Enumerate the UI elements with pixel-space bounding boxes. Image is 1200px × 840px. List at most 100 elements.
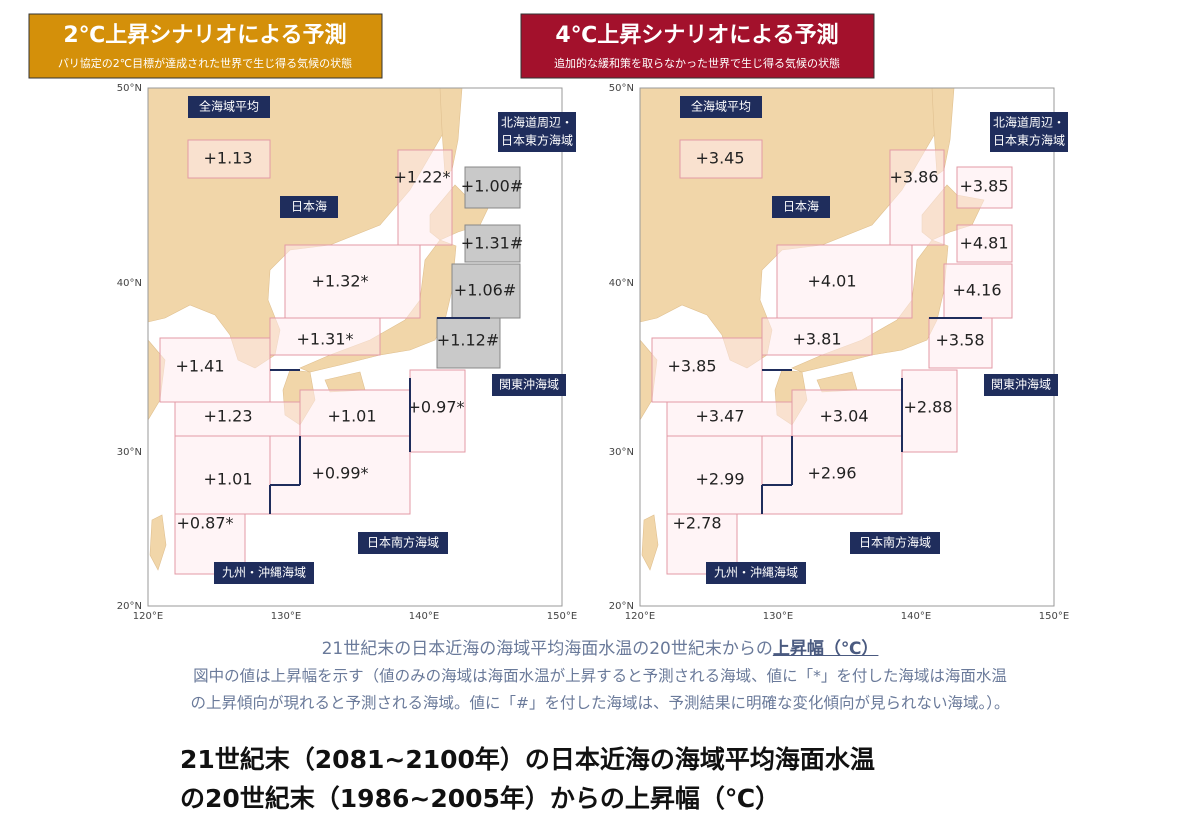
- region-value: +4.01: [807, 272, 856, 291]
- lon-label: 130°E: [763, 611, 793, 622]
- region-tag: [850, 532, 940, 554]
- region-name: 日本海: [291, 199, 327, 214]
- sea-region: [174, 435, 271, 515]
- region-tag: [990, 112, 1068, 152]
- sea-region: [464, 166, 521, 209]
- caption-note: の上昇傾向が現れると予測される海域。値に「#」を付した海域は、予測結果に明確な変…: [190, 694, 1010, 712]
- region-value: +2.99: [695, 470, 744, 489]
- region-value: +3.47: [695, 407, 744, 426]
- map-frame: [639, 87, 1055, 607]
- region-tag: [358, 532, 448, 554]
- caption-note: 図中の値は上昇幅を示す（値のみの海域は海面水温が上昇すると予測される海域、値に「…: [193, 667, 1007, 685]
- region-name: 関東沖海域: [991, 377, 1051, 392]
- sea-region: [269, 317, 381, 356]
- sea-region: [436, 317, 501, 369]
- region-value: +0.97*: [407, 398, 464, 417]
- lon-label: 120°E: [625, 611, 655, 622]
- sea-region: [284, 244, 421, 319]
- lon-label: 150°E: [547, 611, 577, 622]
- lon-label: 130°E: [271, 611, 301, 622]
- footer-title: 21世紀末（2081~2100年）の日本近海の海域平均海面水温: [180, 745, 875, 774]
- sea-region: [651, 337, 763, 403]
- region-value: +1.06#: [454, 281, 516, 300]
- region-name: 日本海: [783, 199, 819, 214]
- region-name: 日本南方海域: [859, 535, 931, 550]
- land-shape: [149, 514, 167, 571]
- header-banner: [520, 13, 875, 79]
- region-tag: [680, 96, 762, 118]
- footer-title: の20世紀末（1986~2005年）からの上昇幅（℃）: [180, 784, 781, 813]
- region-value: +3.45: [695, 149, 744, 168]
- lat-label: 50°N: [117, 83, 142, 94]
- region-value: +1.13: [203, 149, 252, 168]
- maps: 2℃上昇シナリオによる予測パリ協定の2℃目標が達成された世界で生じ得る気候の状態…: [28, 13, 1069, 622]
- region-value: +1.32*: [311, 272, 368, 291]
- region-value: +3.85: [667, 357, 716, 376]
- region-value: +1.01: [327, 407, 376, 426]
- lat-label: 30°N: [609, 447, 634, 458]
- region-value: +1.31#: [461, 234, 523, 253]
- sea-region: [761, 317, 873, 356]
- region-value: +1.12#: [437, 331, 499, 350]
- region-value: +4.16: [952, 281, 1001, 300]
- region-value: +1.22*: [393, 168, 450, 187]
- sea-region: [889, 149, 945, 246]
- region-name: 全海域平均: [691, 99, 751, 114]
- region-value: +3.85: [959, 177, 1008, 196]
- region-value: +2.88: [903, 398, 952, 417]
- region-value: +3.81: [792, 330, 841, 349]
- sea-region: [666, 401, 793, 437]
- lat-label: 20°N: [117, 601, 142, 612]
- map-panel: 2℃上昇シナリオによる予測パリ協定の2℃目標が達成された世界で生じ得る気候の状態…: [28, 13, 577, 622]
- caption-emphasis: 上昇幅（℃）: [772, 639, 879, 659]
- header-banner: [28, 13, 383, 79]
- region-value: +3.04: [819, 407, 868, 426]
- sea-region: [159, 337, 271, 403]
- sea-region: [464, 224, 521, 263]
- region-value: +1.41: [175, 357, 224, 376]
- header-title: 4℃上昇シナリオによる予測: [555, 23, 838, 48]
- sea-region: [679, 139, 763, 179]
- region-name: 北海道周辺・: [501, 115, 573, 130]
- region-tag: [706, 562, 806, 584]
- lon-label: 120°E: [133, 611, 163, 622]
- region-name: 全海域平均: [199, 99, 259, 114]
- region-name: 日本東方海域: [501, 133, 573, 148]
- region-value: +3.58: [935, 331, 984, 350]
- region-tag: [772, 196, 830, 218]
- sea-region: [928, 317, 993, 369]
- lat-label: 40°N: [609, 278, 634, 289]
- sea-region: [187, 139, 271, 179]
- sea-region: [791, 389, 903, 437]
- lat-label: 40°N: [117, 278, 142, 289]
- lon-label: 140°E: [901, 611, 931, 622]
- region-value: +0.99*: [311, 464, 368, 483]
- sea-region: [666, 435, 763, 515]
- lat-label: 30°N: [117, 447, 142, 458]
- sea-region: [397, 149, 453, 246]
- region-tag: [280, 196, 338, 218]
- sea-region: [776, 244, 913, 319]
- sea-region: [409, 369, 466, 453]
- sea-region: [451, 263, 521, 319]
- region-value: +1.00#: [461, 177, 523, 196]
- region-value: +2.78: [672, 514, 721, 533]
- region-name: 北海道周辺・: [993, 115, 1065, 130]
- land-shape: [641, 514, 659, 571]
- header-title: 2℃上昇シナリオによる予測: [63, 23, 346, 48]
- region-tag: [498, 112, 576, 152]
- region-name: 日本南方海域: [367, 535, 439, 550]
- sea-region: [956, 166, 1013, 209]
- lat-label: 50°N: [609, 83, 634, 94]
- region-value: +1.23: [203, 407, 252, 426]
- lon-label: 150°E: [1039, 611, 1069, 622]
- region-name: 関東沖海域: [499, 377, 559, 392]
- region-value: +2.96: [807, 464, 856, 483]
- sea-region: [299, 389, 411, 437]
- region-name: 九州・沖縄海域: [714, 565, 798, 580]
- region-value: +0.87*: [176, 514, 233, 533]
- lon-label: 140°E: [409, 611, 439, 622]
- map-frame: [147, 87, 563, 607]
